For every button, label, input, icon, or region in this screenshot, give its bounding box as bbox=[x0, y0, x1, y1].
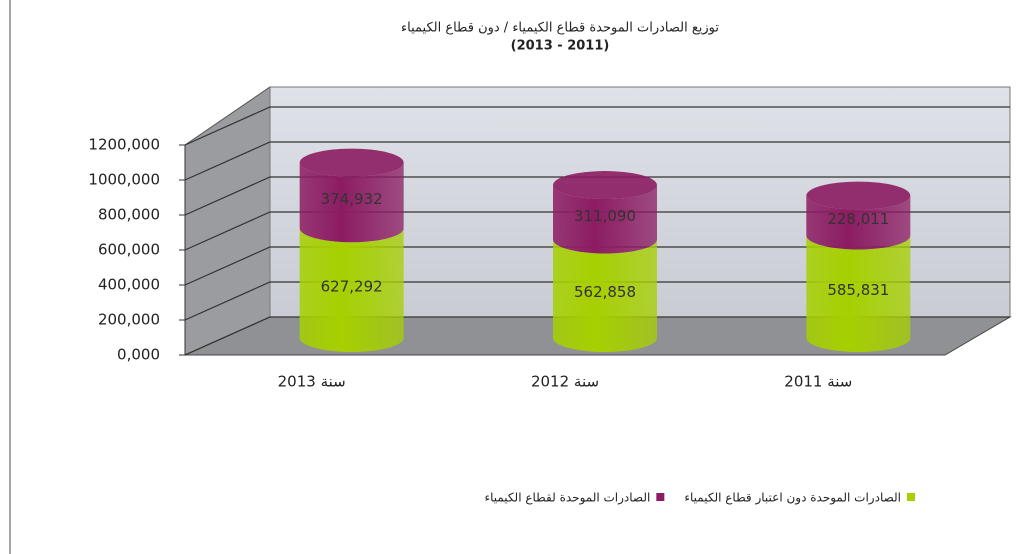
bar-segment bbox=[299, 162, 404, 243]
chart-subtitle: (2013 - 2011) bbox=[511, 39, 610, 54]
grid-line bbox=[184, 316, 1010, 356]
y-tick-label: 1200,000 bbox=[88, 136, 160, 154]
x-tick-label: سنة 2011 bbox=[784, 373, 852, 391]
value-label: 562,858 bbox=[574, 283, 636, 301]
y-tick-label: 200,000 bbox=[98, 311, 160, 329]
grid-line bbox=[184, 281, 1010, 321]
legend-label: الصادرات الموحدة لقطاع الكيمياء bbox=[484, 491, 650, 506]
cylinder-cap bbox=[806, 181, 911, 210]
cylinder-cap bbox=[299, 148, 404, 177]
chart-title: توزيع الصادرات الموحدة قطاع الكيمياء / د… bbox=[401, 21, 719, 36]
grid-line bbox=[184, 141, 1010, 181]
value-label: 374,932 bbox=[321, 190, 383, 208]
grid-line bbox=[184, 176, 1010, 216]
value-label: 627,292 bbox=[321, 278, 383, 296]
bar-segment bbox=[553, 185, 657, 254]
cylinder-cap bbox=[553, 171, 657, 200]
y-tick-label: 800,000 bbox=[98, 206, 160, 224]
bar-segment bbox=[806, 235, 911, 353]
bar-segment bbox=[299, 228, 404, 353]
grid-line bbox=[184, 106, 1010, 146]
y-tick-label: 400,000 bbox=[98, 276, 160, 294]
value-label: 311,090 bbox=[574, 207, 636, 225]
bar-segment bbox=[553, 239, 657, 352]
bar-segment bbox=[806, 195, 911, 250]
legend-swatch bbox=[656, 493, 665, 501]
legend-swatch bbox=[907, 493, 915, 501]
value-label: 585,831 bbox=[827, 281, 889, 299]
legend-label: الصادرات الموحدة دون اعتبار قطاع الكيميا… bbox=[684, 491, 901, 506]
x-tick-label: سنة 2012 bbox=[531, 373, 599, 391]
grid-line bbox=[184, 246, 1010, 286]
y-tick-label: 0,000 bbox=[117, 346, 160, 364]
value-label: 228,011 bbox=[827, 210, 889, 228]
x-tick-label: سنة 2013 bbox=[278, 373, 346, 391]
grid-line bbox=[184, 211, 1010, 251]
y-tick-label: 1000,000 bbox=[88, 171, 160, 189]
y-tick-label: 600,000 bbox=[98, 241, 160, 259]
